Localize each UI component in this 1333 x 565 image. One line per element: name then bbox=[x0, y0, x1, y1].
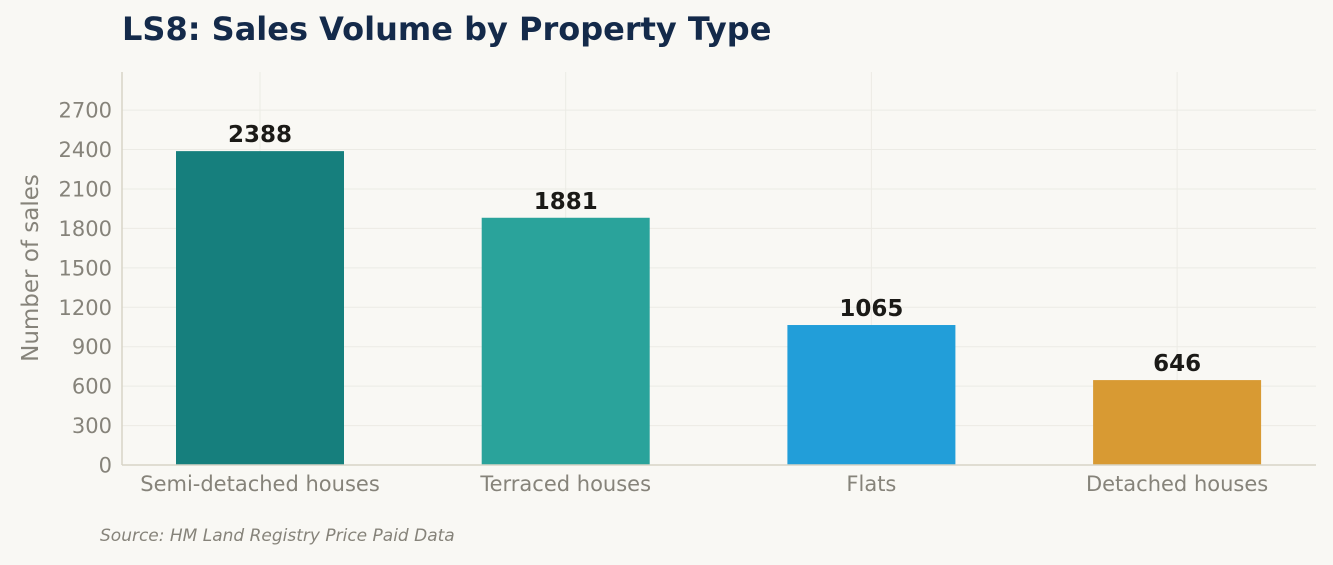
source-note: Source: HM Land Registry Price Paid Data bbox=[100, 526, 455, 546]
data-label-3: 646 bbox=[1153, 351, 1201, 377]
axes bbox=[121, 72, 1316, 466]
x-tick-labels: Semi-detached houses Terraced houses Flats… bbox=[140, 472, 1268, 496]
bar-0 bbox=[176, 151, 344, 466]
x-tick-label-3: Detached houses bbox=[1086, 472, 1268, 496]
x-tick-label-2: Flats bbox=[846, 472, 896, 496]
data-label-1: 1881 bbox=[534, 189, 598, 215]
y-tick-label-600: 600 bbox=[72, 375, 112, 399]
bar-2 bbox=[787, 325, 956, 465]
bar-3 bbox=[1093, 380, 1262, 465]
chart-title: LS8: Sales Volume by Property Type bbox=[122, 10, 772, 48]
bars bbox=[176, 151, 1262, 466]
data-label-0: 2388 bbox=[228, 122, 292, 148]
y-tick-labels: 0 300 600 900 1200 1500 1800 2100 2400 2700 bbox=[59, 99, 112, 478]
y-tick-label-900: 900 bbox=[72, 335, 112, 359]
y-tick-label-1800: 1800 bbox=[59, 217, 112, 241]
x-tick-label-0: Semi-detached houses bbox=[140, 472, 380, 496]
y-tick-label-2700: 2700 bbox=[59, 99, 112, 123]
y-tick-label-2100: 2100 bbox=[59, 177, 112, 201]
data-labels: 2388 1881 1065 646 bbox=[228, 122, 1201, 377]
data-label-2: 1065 bbox=[839, 296, 903, 322]
y-tick-label-0: 0 bbox=[99, 454, 112, 478]
y-tick-label-1200: 1200 bbox=[59, 296, 112, 320]
bar-1 bbox=[481, 217, 650, 465]
y-tick-label-2400: 2400 bbox=[59, 138, 112, 162]
y-tick-label-1500: 1500 bbox=[59, 256, 112, 280]
y-axis-label: Number of sales bbox=[18, 174, 44, 362]
y-tick-label-300: 300 bbox=[72, 414, 112, 438]
x-tick-label-1: Terraced houses bbox=[479, 472, 651, 496]
